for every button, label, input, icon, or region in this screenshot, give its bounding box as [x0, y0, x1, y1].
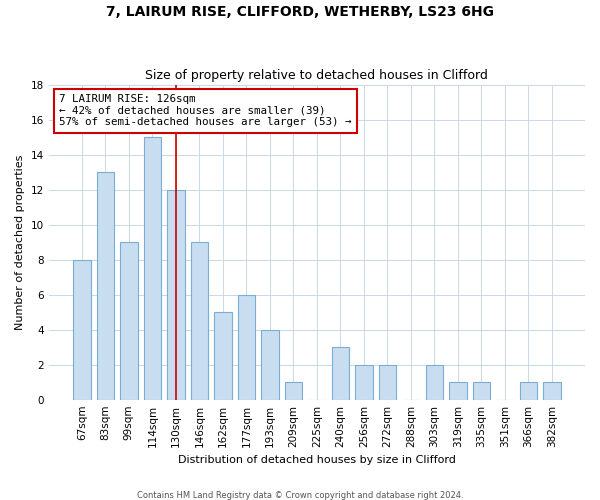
Text: 7 LAIRUM RISE: 126sqm
← 42% of detached houses are smaller (39)
57% of semi-deta: 7 LAIRUM RISE: 126sqm ← 42% of detached … [59, 94, 352, 127]
Bar [379, 364, 396, 400]
X-axis label: Distribution of detached houses by size in Clifford: Distribution of detached houses by size … [178, 455, 456, 465]
Bar [473, 382, 490, 400]
Bar [261, 330, 278, 400]
Bar [238, 294, 255, 400]
Bar [332, 347, 349, 400]
Bar [520, 382, 537, 400]
Bar [449, 382, 467, 400]
Bar [191, 242, 208, 400]
Bar [120, 242, 137, 400]
Bar [425, 364, 443, 400]
Text: Contains HM Land Registry data © Crown copyright and database right 2024.: Contains HM Land Registry data © Crown c… [137, 490, 463, 500]
Bar [167, 190, 185, 400]
Y-axis label: Number of detached properties: Number of detached properties [15, 154, 25, 330]
Bar [284, 382, 302, 400]
Bar [97, 172, 114, 400]
Title: Size of property relative to detached houses in Clifford: Size of property relative to detached ho… [145, 69, 488, 82]
Bar [143, 137, 161, 400]
Text: 7, LAIRUM RISE, CLIFFORD, WETHERBY, LS23 6HG: 7, LAIRUM RISE, CLIFFORD, WETHERBY, LS23… [106, 5, 494, 19]
Bar [543, 382, 560, 400]
Bar [73, 260, 91, 400]
Bar [214, 312, 232, 400]
Bar [355, 364, 373, 400]
